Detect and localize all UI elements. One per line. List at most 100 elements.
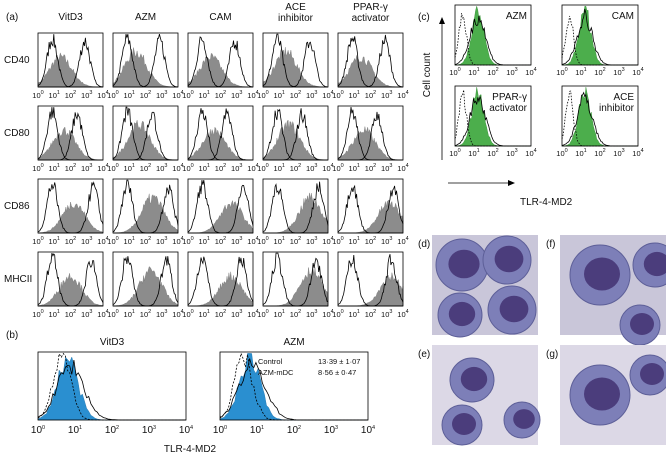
tick-label: 103 bbox=[156, 90, 167, 100]
tick-base: 10 bbox=[632, 68, 640, 77]
plot-frame bbox=[262, 251, 329, 307]
tick-base: 10 bbox=[290, 310, 298, 319]
tick-label: 102 bbox=[65, 90, 76, 100]
tick-exp: 3 bbox=[239, 309, 242, 315]
tick-label: 101 bbox=[49, 309, 60, 319]
tick-exp: 0 bbox=[41, 163, 44, 169]
tick-label: 103 bbox=[381, 309, 392, 319]
tick-base: 10 bbox=[274, 164, 282, 173]
tick-label: 104 bbox=[172, 163, 183, 173]
tick-label: 102 bbox=[290, 90, 301, 100]
tick-exp: 1 bbox=[357, 236, 360, 242]
plot-frame bbox=[112, 32, 179, 88]
tick-label: 101 bbox=[575, 148, 586, 158]
tick-base: 10 bbox=[172, 237, 180, 246]
tick-label: 101 bbox=[68, 425, 82, 436]
tick-label: 104 bbox=[97, 309, 108, 319]
tick-exp: 2 bbox=[496, 148, 499, 154]
tick-exp: 2 bbox=[148, 236, 151, 242]
tick-label: 100 bbox=[332, 236, 343, 246]
tick-exp: 0 bbox=[191, 90, 194, 96]
tick-exp: 0 bbox=[116, 236, 119, 242]
nucleus bbox=[584, 257, 620, 291]
tick-base: 10 bbox=[124, 237, 132, 246]
tick-label: 104 bbox=[97, 163, 108, 173]
tick-exp: 0 bbox=[266, 236, 269, 242]
tick-label: 103 bbox=[506, 67, 517, 77]
tick-base: 10 bbox=[140, 237, 148, 246]
tick-label: 102 bbox=[140, 236, 151, 246]
tick-label: 103 bbox=[156, 236, 167, 246]
plot-frame bbox=[187, 32, 254, 88]
tick-base: 10 bbox=[324, 425, 336, 436]
tick-base: 10 bbox=[31, 425, 43, 436]
tick-exp: 1 bbox=[57, 90, 60, 96]
panel-label: (b) bbox=[6, 330, 18, 341]
tick-exp: 0 bbox=[565, 67, 568, 73]
panel-label: (d) bbox=[418, 239, 430, 250]
panel-label: (a) bbox=[6, 12, 18, 23]
tick-base: 10 bbox=[65, 310, 73, 319]
tick-label: 100 bbox=[107, 236, 118, 246]
tick-label: 103 bbox=[81, 236, 92, 246]
tick-label: 100 bbox=[332, 90, 343, 100]
tick-label: 102 bbox=[140, 309, 151, 319]
tick-base: 10 bbox=[97, 237, 105, 246]
histogram bbox=[262, 47, 328, 88]
tick-exp: 3 bbox=[314, 163, 317, 169]
tick-exp: 2 bbox=[73, 90, 76, 96]
tick-label: 101 bbox=[575, 67, 586, 77]
tick-base: 10 bbox=[32, 91, 40, 100]
tick-label: 101 bbox=[49, 236, 60, 246]
tick-label: 104 bbox=[525, 67, 536, 77]
nucleus bbox=[448, 249, 480, 279]
tick-base: 10 bbox=[49, 237, 57, 246]
tick-label: 103 bbox=[613, 148, 624, 158]
tick-exp: 4 bbox=[106, 90, 109, 96]
tick-base: 10 bbox=[105, 425, 117, 436]
histogram bbox=[37, 126, 104, 161]
micrograph bbox=[432, 235, 538, 338]
tick-label: 102 bbox=[65, 236, 76, 246]
nucleus bbox=[584, 377, 620, 411]
tick-label: 103 bbox=[381, 236, 392, 246]
tick-exp: 1 bbox=[477, 67, 480, 73]
tick-exp: 2 bbox=[373, 163, 376, 169]
tick-base: 10 bbox=[468, 149, 476, 158]
tick-label: 100 bbox=[107, 309, 118, 319]
tick-label: 103 bbox=[306, 309, 317, 319]
plot-frame bbox=[112, 178, 179, 234]
tick-label: 104 bbox=[397, 236, 408, 246]
tick-base: 10 bbox=[215, 310, 223, 319]
tick-label: 103 bbox=[231, 163, 242, 173]
tick-label: 104 bbox=[247, 236, 258, 246]
tick-base: 10 bbox=[124, 91, 132, 100]
tick-exp: 2 bbox=[116, 425, 119, 431]
tick-exp: 4 bbox=[181, 236, 184, 242]
tick-exp: 2 bbox=[73, 236, 76, 242]
tick-base: 10 bbox=[381, 164, 389, 173]
plot-frame bbox=[337, 178, 404, 234]
tick-label: 103 bbox=[506, 148, 517, 158]
histogram bbox=[338, 272, 404, 307]
tick-exp: 4 bbox=[331, 309, 334, 315]
tick-label: 104 bbox=[247, 163, 258, 173]
plot-frame bbox=[187, 251, 254, 307]
tick-label: 102 bbox=[594, 148, 605, 158]
tick-exp: 2 bbox=[223, 90, 226, 96]
tick-base: 10 bbox=[156, 310, 164, 319]
tick-base: 10 bbox=[231, 164, 239, 173]
tick-base: 10 bbox=[215, 91, 223, 100]
tick-exp: 1 bbox=[282, 163, 285, 169]
tick-base: 10 bbox=[332, 164, 340, 173]
tick-label: 103 bbox=[306, 236, 317, 246]
tick-label: 100 bbox=[32, 236, 43, 246]
micrograph bbox=[560, 345, 666, 445]
tick-label: 103 bbox=[324, 425, 338, 436]
tick-exp: 3 bbox=[335, 425, 338, 431]
tick-base: 10 bbox=[65, 164, 73, 173]
tick-exp: 4 bbox=[331, 163, 334, 169]
tick-label: 101 bbox=[468, 67, 479, 77]
tick-base: 10 bbox=[397, 91, 405, 100]
